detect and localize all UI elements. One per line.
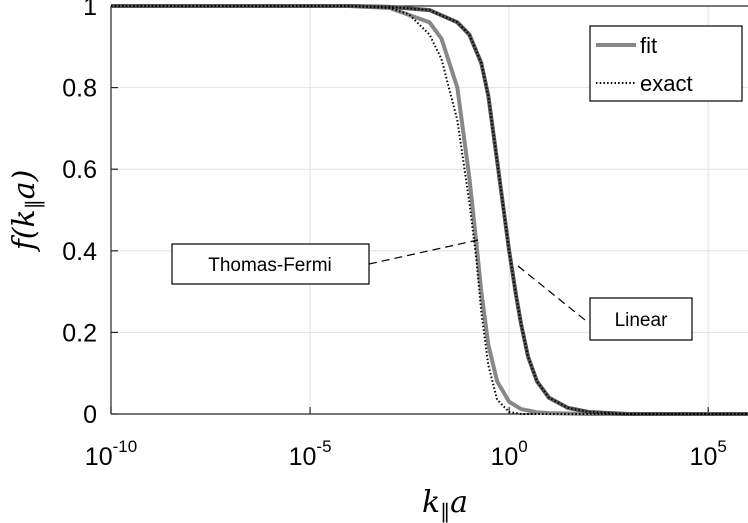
y-tick-label: 0.4 [62,238,97,266]
annotation-thomas-fermi-text: Thomas-Fermi [208,255,332,276]
annotation-linear-box [589,297,693,341]
x-tick-label: 10-10 [85,437,137,471]
series [111,4,748,416]
y-tick-label: 0 [83,401,97,429]
x-tick-label-base: 10 [85,443,113,471]
x-tick-label-base: 10 [690,443,718,471]
series-line-linear-exact [111,5,748,415]
x-tick-label: 105 [690,437,727,471]
annotation-thomas-fermi-pointer [368,239,479,265]
x-axis-label: k‖a [422,485,468,523]
y-axis-label-f: f(k [7,209,42,252]
x-tick-label-exponent: 5 [717,437,726,456]
x-tick-label: 10-5 [289,437,332,471]
annotation-thomas-fermi-box [171,243,370,285]
y-tick-label: 0.8 [62,75,97,103]
annotation-linear: Linear [517,265,693,341]
x-axis-label-sub: ‖ [440,499,450,523]
series-line-thomas-fermi-exact [111,5,748,415]
legend: fit exact [589,25,743,102]
y-axis-label-sub: ‖ [21,199,46,209]
x-tick-label-exponent: 0 [518,437,527,456]
x-tick-label-base: 10 [289,443,317,471]
x-tick-label: 100 [490,437,527,471]
legend-label-fit: fit [640,33,657,58]
x-axis-label-k: k [422,485,440,520]
x-tick-label-exponent: -10 [113,437,138,456]
y-tick-label: 0.2 [62,319,97,347]
y-axis-label-rest: a) [7,170,42,200]
x-tick-label-exponent: -5 [316,437,331,456]
y-tick-label: 1 [83,0,97,21]
legend-box [589,25,743,102]
legend-label-exact: exact [640,71,693,96]
x-axis-label-a: a [450,485,468,520]
annotation-thomas-fermi: Thomas-Fermi [171,239,479,285]
annotation-linear-text: Linear [615,310,668,331]
x-tick-label-base: 10 [490,443,518,471]
y-tick-label: 0.6 [62,156,97,184]
annotation-linear-pointer [517,265,586,321]
series-line-thomas-fermi-fit [111,4,748,416]
y-axis-label: f(k‖a) [7,170,46,253]
